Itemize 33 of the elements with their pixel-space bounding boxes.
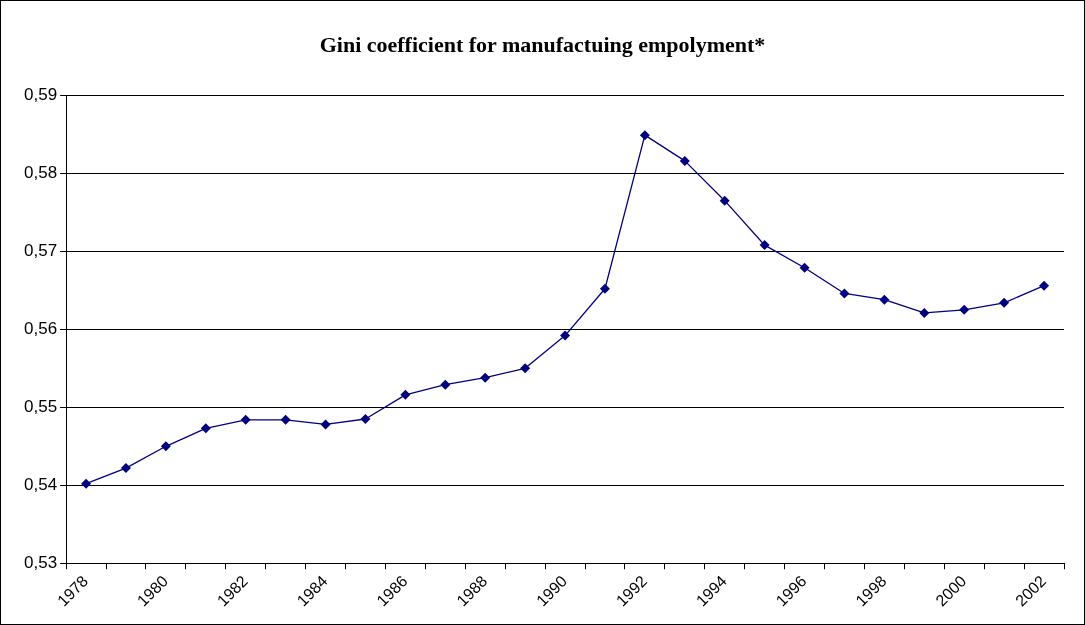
point: [639, 130, 650, 141]
y-tick-label: 0,57: [23, 241, 58, 261]
point: [679, 155, 690, 166]
point: [280, 414, 291, 425]
point: [440, 379, 451, 390]
y-tick-label: 0,55: [23, 396, 58, 416]
point: [879, 294, 890, 305]
point: [719, 195, 730, 206]
point: [160, 441, 171, 452]
point: [480, 372, 491, 383]
point: [360, 414, 371, 424]
point: [400, 389, 411, 400]
point: [200, 423, 211, 434]
point: [240, 414, 251, 425]
y-tick-label: 0,54: [23, 474, 58, 494]
point: [120, 463, 131, 474]
point: [1039, 280, 1050, 291]
point: [759, 240, 770, 251]
point: [520, 363, 531, 374]
point: [599, 283, 610, 294]
y-tick-label: 0,58: [23, 163, 58, 183]
point: [959, 304, 970, 315]
point: [81, 478, 92, 489]
y-tick-label: 0,59: [23, 85, 58, 105]
y-tick-label: 0,53: [23, 552, 58, 572]
point: [839, 288, 850, 299]
point: [799, 262, 810, 273]
y-tick-label: 0,56: [23, 319, 58, 339]
point: [919, 307, 930, 318]
point: [999, 297, 1010, 308]
point: [560, 330, 571, 341]
point: [320, 419, 331, 430]
chart-title: Gini coefficient for manufactuing empolyment*: [319, 31, 766, 57]
